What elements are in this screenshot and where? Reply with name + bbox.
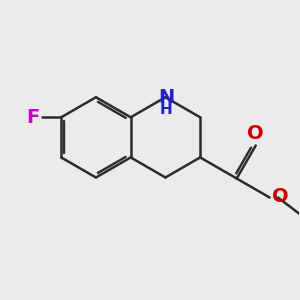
Text: H: H — [160, 102, 172, 117]
Text: O: O — [248, 124, 264, 142]
Text: F: F — [26, 108, 40, 127]
Text: O: O — [272, 188, 289, 206]
Text: N: N — [158, 88, 174, 107]
